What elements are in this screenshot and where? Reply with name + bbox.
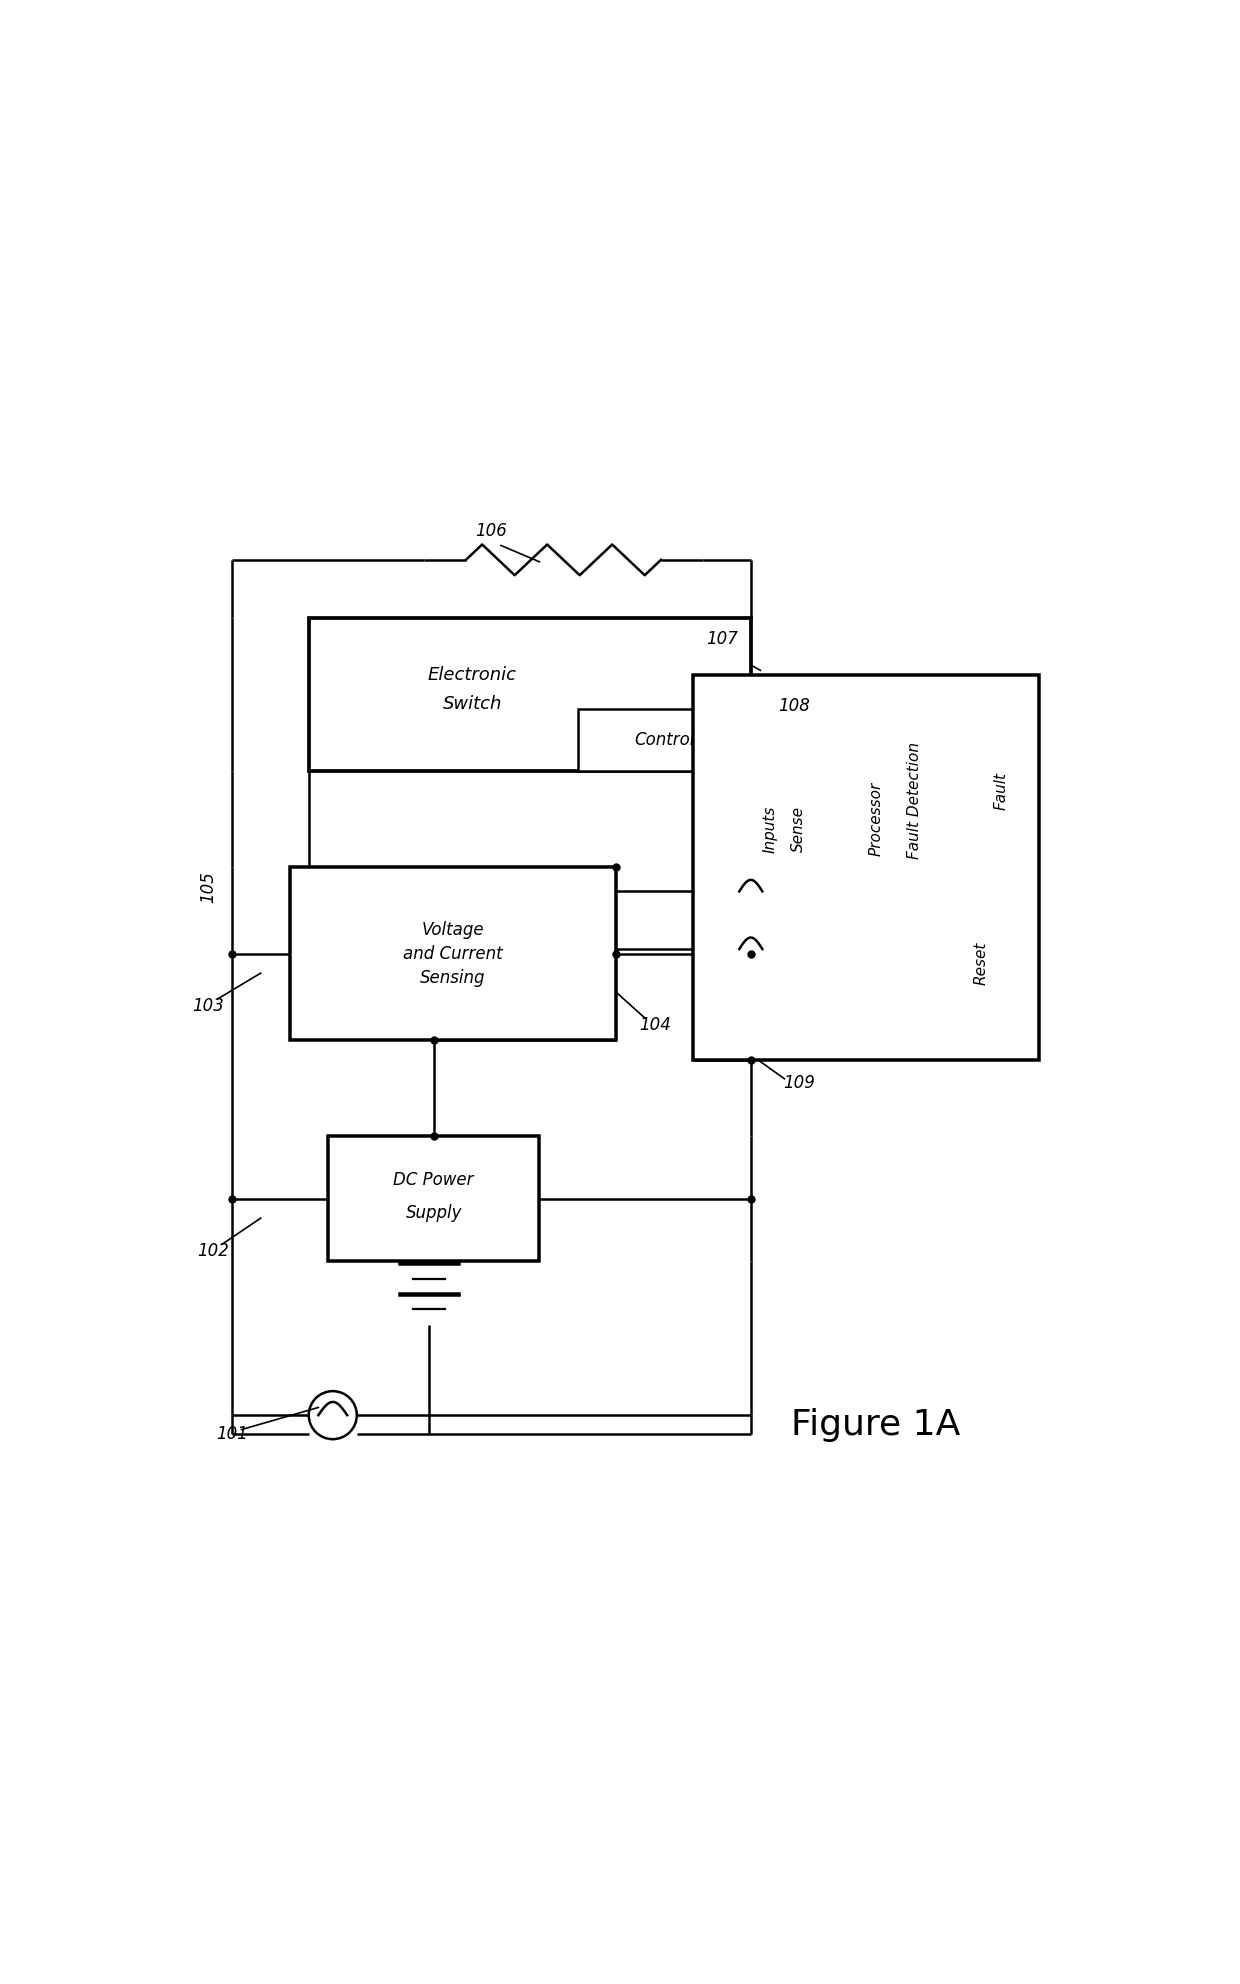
Text: 103: 103	[192, 996, 223, 1014]
Text: 105: 105	[198, 871, 217, 903]
Text: Supply: Supply	[405, 1204, 463, 1222]
Text: Control: Control	[634, 730, 694, 750]
Text: and Current: and Current	[403, 944, 502, 962]
Text: Reset: Reset	[973, 942, 990, 986]
Text: 106: 106	[475, 522, 507, 540]
Text: 104: 104	[639, 1016, 671, 1034]
Bar	[578, 708, 750, 772]
Text: Inputs: Inputs	[763, 806, 777, 853]
Bar	[693, 675, 1039, 1059]
Text: Electronic: Electronic	[428, 667, 517, 684]
Bar	[309, 617, 750, 772]
Text: 108: 108	[779, 696, 810, 714]
Text: Figure 1A: Figure 1A	[791, 1409, 961, 1442]
Text: Sensing: Sensing	[420, 968, 486, 986]
Text: Voltage: Voltage	[422, 921, 485, 938]
Text: 102: 102	[197, 1242, 228, 1260]
Text: Sense: Sense	[791, 806, 806, 851]
Text: Fault: Fault	[993, 772, 1008, 809]
Text: Processor: Processor	[868, 782, 883, 857]
Text: Fault Detection: Fault Detection	[906, 742, 921, 859]
Bar	[327, 1137, 539, 1262]
Text: 101: 101	[216, 1425, 248, 1442]
Text: 107: 107	[706, 631, 738, 649]
Bar	[290, 867, 616, 1040]
Text: DC Power: DC Power	[393, 1171, 474, 1188]
Text: Switch: Switch	[443, 694, 502, 712]
Text: 109: 109	[782, 1075, 815, 1093]
